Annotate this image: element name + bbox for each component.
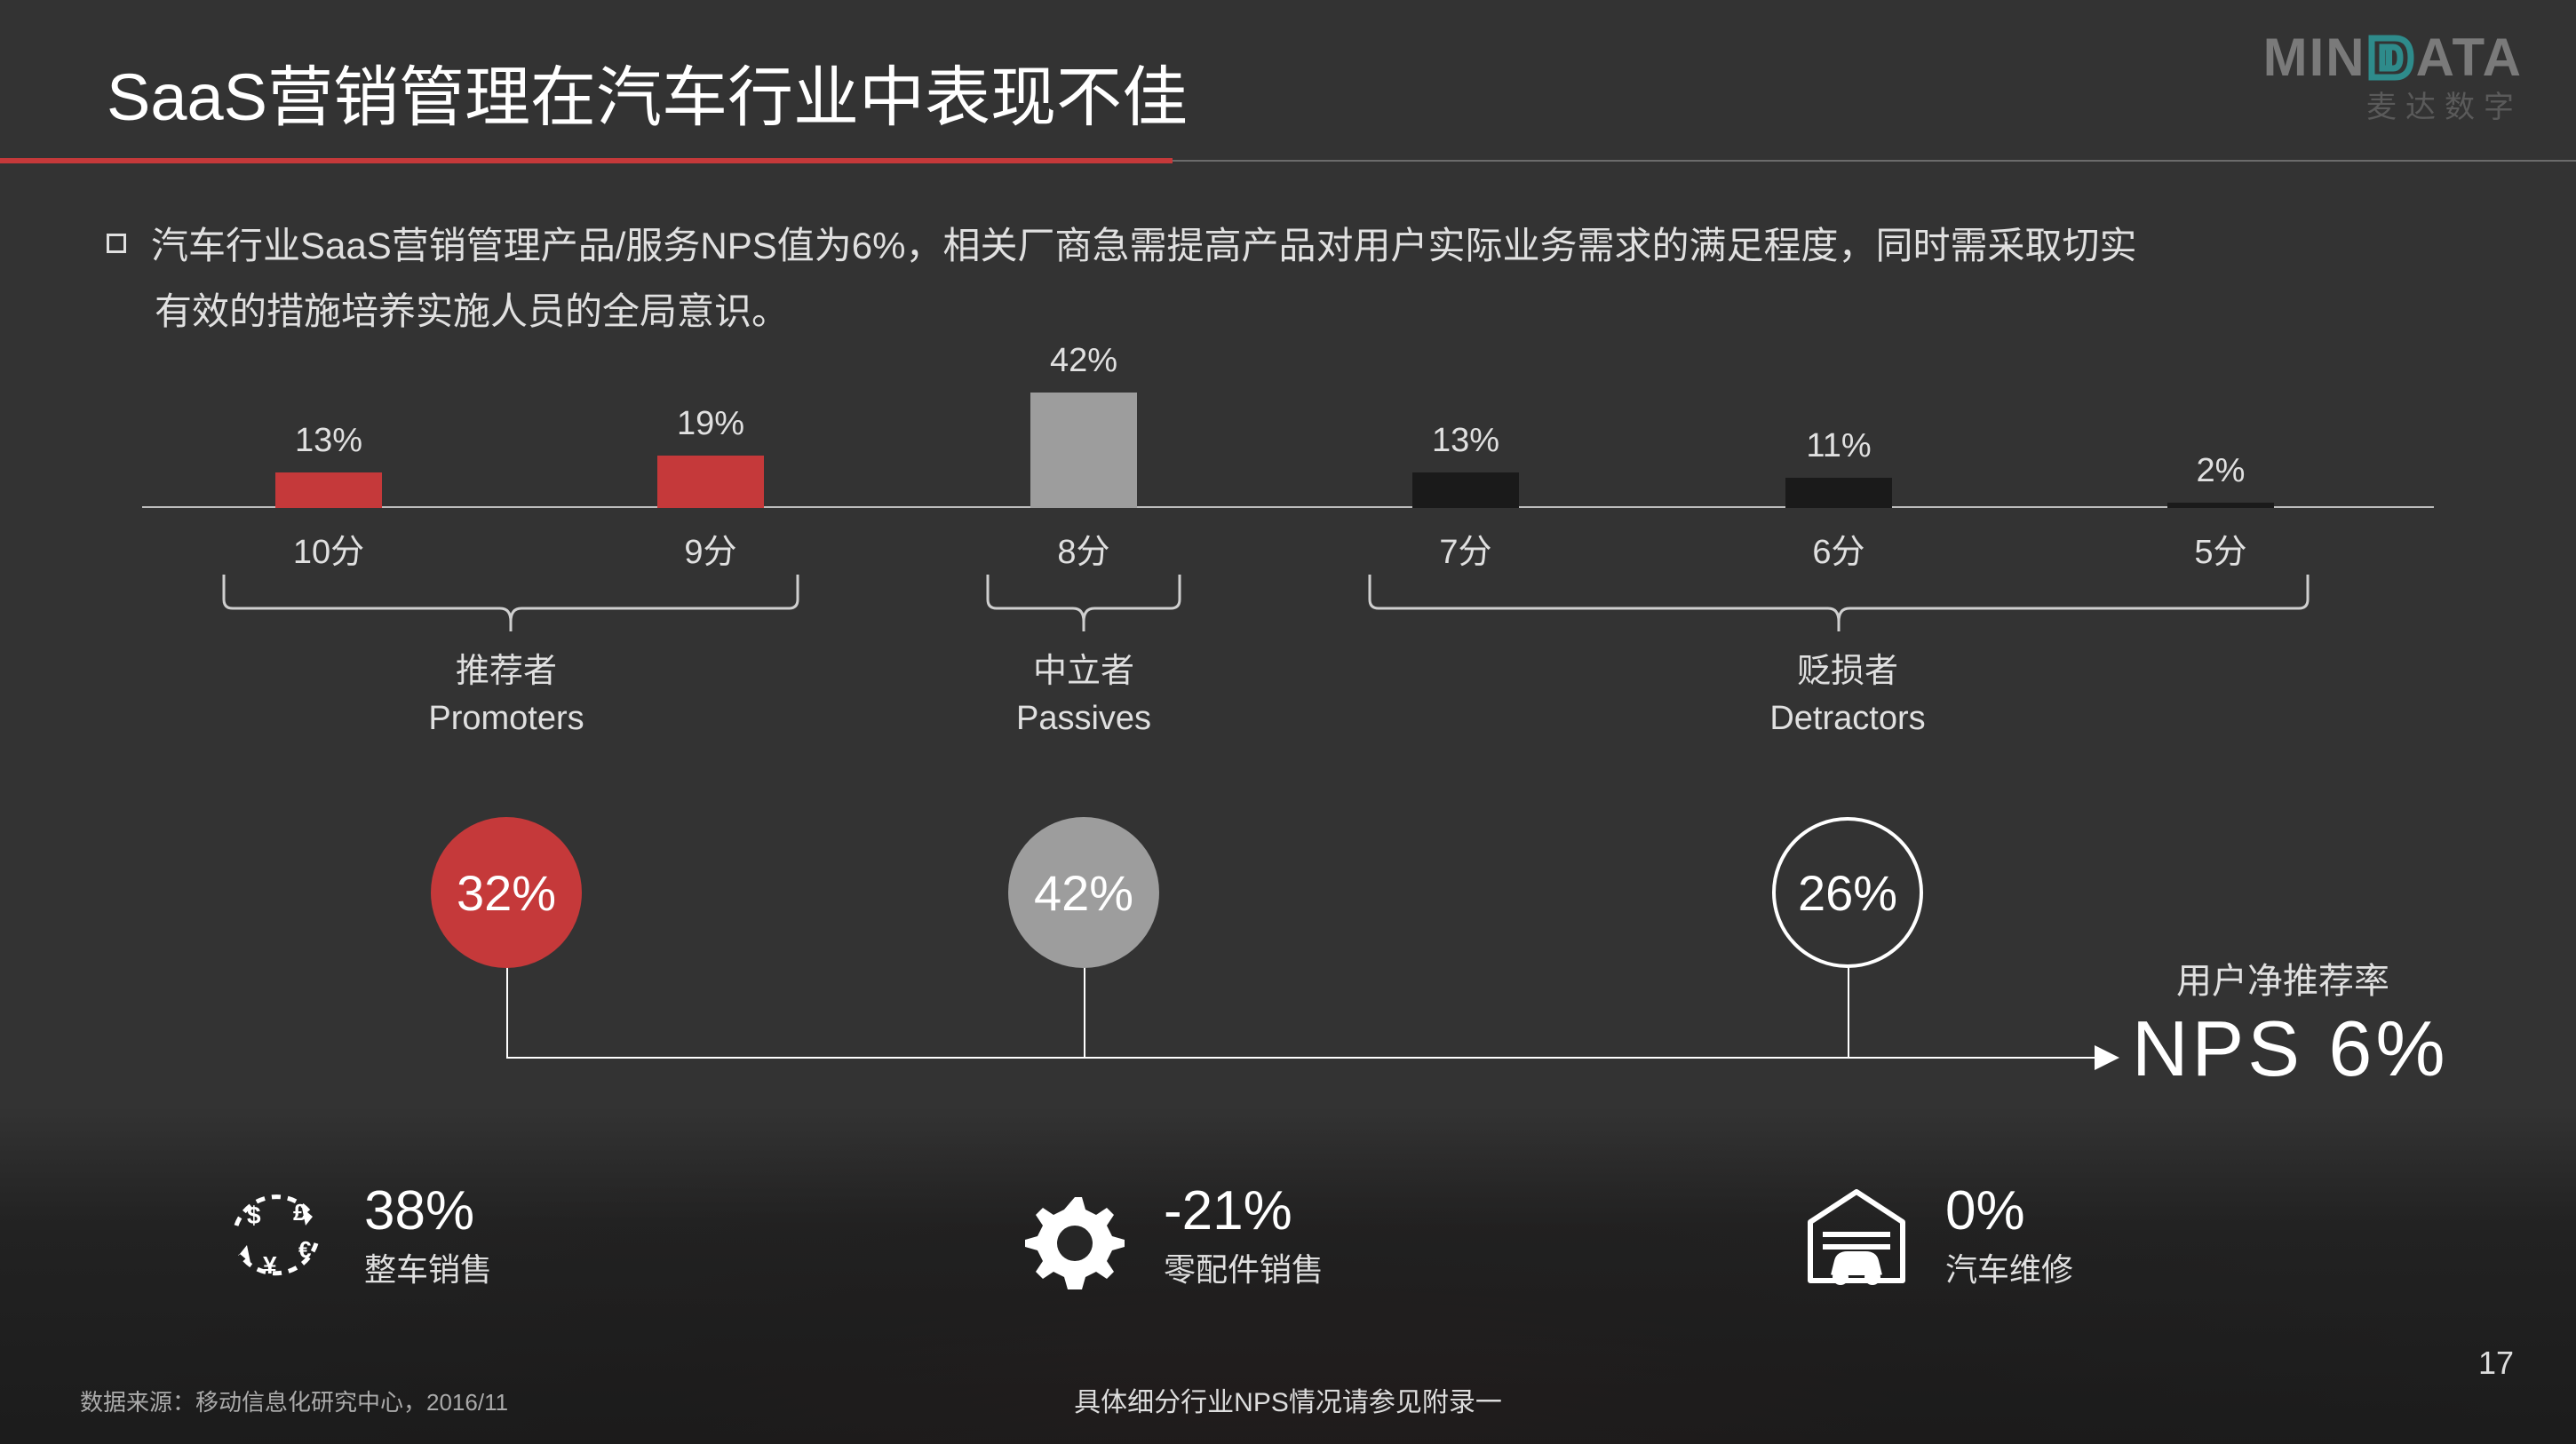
logo-d-icon bbox=[2365, 31, 2418, 84]
svg-text:¥: ¥ bbox=[263, 1251, 277, 1279]
group-bracket bbox=[222, 573, 799, 635]
stat-percentage: 0% bbox=[1945, 1179, 2073, 1242]
group-bracket bbox=[1368, 573, 2310, 635]
bar-rect bbox=[1785, 478, 1892, 508]
desc-line2: 有效的措施培养实施人员的全局意识。 bbox=[107, 279, 2469, 345]
desc-line1: 汽车行业SaaS营销管理产品/服务NPS值为6%，相关厂商急需提高产品对用户实际… bbox=[151, 225, 2136, 266]
page-title: SaaS营销管理在汽车行业中表现不佳 bbox=[107, 44, 1188, 139]
stat-block: 0%汽车维修 bbox=[1794, 1172, 2073, 1297]
group-bracket bbox=[986, 573, 1181, 635]
brand-logo: MIN ATA 麦达数字 bbox=[2263, 27, 2523, 126]
score-label: 8分 bbox=[1022, 524, 1146, 573]
nps-value: NPS 6% bbox=[2132, 1004, 2449, 1094]
nps-label: 用户净推荐率 bbox=[2176, 952, 2389, 1004]
bar-rect bbox=[2167, 503, 2274, 508]
currency-cycle-icon: $ £ € ¥ bbox=[213, 1172, 338, 1297]
footnote: 具体细分行业NPS情况请参见附录一 bbox=[0, 1380, 2576, 1419]
group-percentage-circle: 32% bbox=[431, 817, 582, 968]
bar-value-label: 11% bbox=[1750, 427, 1928, 465]
group-label: 中立者Passives bbox=[950, 648, 1217, 742]
stat-percentage: 38% bbox=[364, 1179, 492, 1242]
flow-vline bbox=[506, 964, 508, 1057]
chart-axis bbox=[142, 506, 2434, 508]
bar-rect bbox=[1030, 393, 1137, 508]
group-label-cn: 贬损者 bbox=[1714, 648, 1981, 695]
stat-block: -21%零配件销售 bbox=[1013, 1172, 1324, 1297]
bullet-icon bbox=[107, 234, 126, 253]
description: 汽车行业SaaS营销管理产品/服务NPS值为6%，相关厂商急需提高产品对用户实际… bbox=[107, 213, 2469, 344]
svg-text:£: £ bbox=[293, 1199, 306, 1226]
arrow-icon bbox=[2095, 1045, 2119, 1070]
group-label-en: Passives bbox=[950, 695, 1217, 742]
stat-percentage: -21% bbox=[1164, 1179, 1324, 1242]
flow-vline bbox=[1084, 964, 1085, 1057]
stat-block: $ £ € ¥38%整车销售 bbox=[213, 1172, 492, 1297]
garage-icon bbox=[1794, 1172, 1919, 1297]
stat-text: 0%汽车维修 bbox=[1945, 1179, 2073, 1290]
score-label: 5分 bbox=[2159, 524, 2283, 573]
bar-value-label: 13% bbox=[1377, 422, 1554, 460]
flow-hline bbox=[506, 1057, 2096, 1059]
bar-value-label: 2% bbox=[2132, 452, 2310, 490]
stat-label: 整车销售 bbox=[364, 1244, 492, 1290]
svg-text:$: $ bbox=[247, 1202, 261, 1229]
group-label-en: Promoters bbox=[373, 695, 640, 742]
stat-label: 汽车维修 bbox=[1945, 1244, 2073, 1290]
page-number: 17 bbox=[2478, 1345, 2514, 1382]
bar-rect bbox=[657, 456, 764, 508]
stat-label: 零配件销售 bbox=[1164, 1244, 1324, 1290]
group-label: 推荐者Promoters bbox=[373, 648, 640, 742]
bar-value-label: 19% bbox=[622, 405, 799, 443]
flow-vline bbox=[1848, 964, 1849, 1057]
bar-value-label: 42% bbox=[995, 342, 1173, 380]
group-percentage-circle: 26% bbox=[1772, 817, 1923, 968]
stat-text: 38%整车销售 bbox=[364, 1179, 492, 1290]
score-label: 10分 bbox=[266, 524, 391, 573]
svg-text:€: € bbox=[298, 1236, 311, 1263]
group-label-en: Detractors bbox=[1714, 695, 1981, 742]
group-label-cn: 推荐者 bbox=[373, 648, 640, 695]
group-percentage-circle: 42% bbox=[1008, 817, 1159, 968]
score-label: 6分 bbox=[1777, 524, 1901, 573]
stat-text: -21%零配件销售 bbox=[1164, 1179, 1324, 1290]
title-underline bbox=[0, 160, 2576, 162]
bar-value-label: 13% bbox=[240, 422, 417, 460]
logo-subtext: 麦达数字 bbox=[2263, 83, 2523, 126]
bar-rect bbox=[275, 472, 382, 508]
gear-icon bbox=[1013, 1172, 1137, 1297]
score-label: 7分 bbox=[1403, 524, 1528, 573]
bar-rect bbox=[1412, 472, 1519, 508]
group-label: 贬损者Detractors bbox=[1714, 648, 1981, 742]
score-label: 9分 bbox=[648, 524, 773, 573]
logo-text-right: ATA bbox=[2416, 27, 2523, 88]
group-label-cn: 中立者 bbox=[950, 648, 1217, 695]
logo-text-left: MIN bbox=[2263, 27, 2366, 88]
